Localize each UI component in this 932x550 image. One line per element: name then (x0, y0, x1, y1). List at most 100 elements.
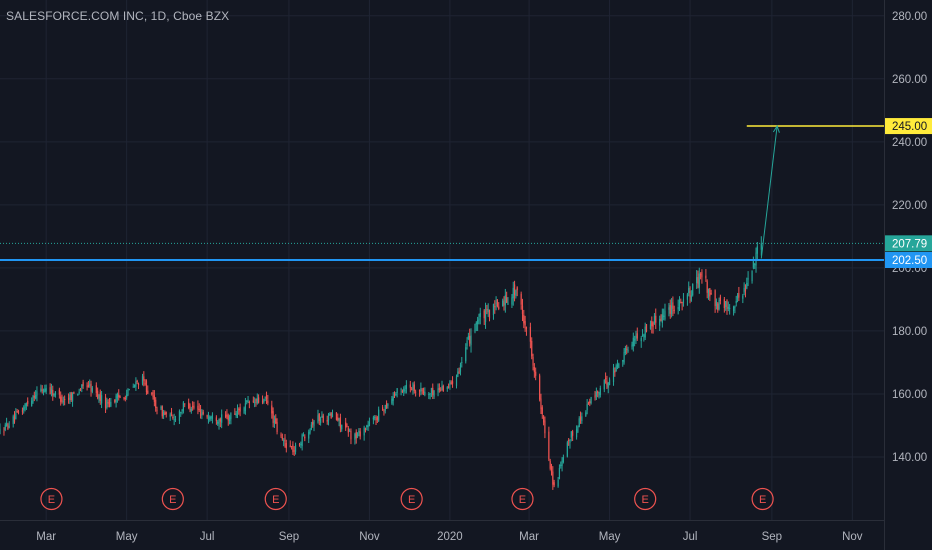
candle-body (49, 387, 51, 395)
candle-body (717, 303, 719, 311)
candle-body (345, 422, 347, 428)
candle-body (696, 277, 698, 284)
candle-body (429, 393, 431, 395)
candle-body (312, 421, 314, 425)
candle-body (756, 246, 758, 254)
candle-body (126, 394, 128, 398)
candle-body (227, 415, 229, 421)
candle-body (442, 385, 444, 392)
candle-body (337, 417, 339, 421)
candle-body (387, 403, 389, 407)
candle-body (548, 431, 550, 460)
candle-body (172, 417, 174, 419)
candle-body (225, 414, 227, 418)
candle-body (405, 384, 407, 390)
candle-body (446, 387, 448, 389)
candle-body (375, 418, 377, 420)
candle-body (461, 361, 463, 363)
candle-body (503, 302, 505, 306)
candle-body (219, 418, 221, 422)
candle-body (760, 243, 762, 250)
candle-body (71, 392, 74, 402)
candle-body (384, 404, 386, 411)
candle-body (358, 430, 360, 433)
y-tick-label: 260.00 (892, 74, 927, 86)
candle-body (616, 365, 619, 367)
candle-body (568, 440, 570, 442)
candle-body (634, 339, 636, 341)
candle-body (265, 395, 268, 400)
y-tick-label: 160.00 (892, 389, 927, 401)
candle-body (81, 384, 83, 388)
x-tick-label: May (599, 531, 621, 543)
candle-body (99, 392, 101, 401)
candle-body (438, 387, 440, 391)
candle-body (488, 309, 491, 319)
candle-body (729, 307, 731, 309)
candle-body (523, 314, 525, 324)
candle-body (310, 424, 312, 430)
candle-body (372, 417, 374, 420)
candle-body (308, 431, 310, 439)
candle-body (718, 300, 720, 310)
candle-body (192, 406, 194, 408)
candle-body (663, 315, 665, 318)
candle-body (590, 397, 592, 404)
candle-body (211, 414, 214, 419)
candle-body (455, 376, 458, 386)
candle-body (289, 445, 291, 447)
candle-body (152, 392, 154, 398)
candle-body (193, 405, 195, 409)
candle-body (45, 388, 47, 392)
candle-body (623, 352, 625, 363)
candle-body (672, 302, 674, 309)
candle-body (643, 335, 645, 337)
candle-body (174, 419, 177, 421)
candle-body (641, 334, 644, 337)
candle-body (682, 299, 685, 303)
candle-body (132, 386, 134, 388)
candle-body (42, 390, 45, 392)
candle-body (217, 421, 219, 424)
candle-body (341, 424, 343, 430)
candle-body (276, 422, 278, 432)
candle-body (594, 395, 596, 398)
x-tick-label: May (116, 531, 138, 543)
candle-body (356, 433, 359, 437)
y-tick-label: 280.00 (892, 11, 927, 23)
candle-body (44, 388, 46, 393)
earnings-marker-circle (400, 487, 423, 511)
candle-body (692, 283, 694, 296)
candle-body (681, 302, 683, 304)
candle-body (561, 460, 563, 467)
candle-body (706, 281, 708, 293)
candle-body (451, 381, 454, 384)
candle-body (715, 301, 718, 306)
candle-body (636, 333, 638, 339)
candle-body (108, 402, 111, 405)
candle-body (686, 294, 689, 300)
earnings-marker-label: E (48, 494, 55, 506)
candle-body (264, 396, 266, 398)
candle-body (677, 307, 679, 310)
candle-body (147, 390, 149, 394)
candle-body (496, 299, 499, 307)
candle-body (511, 297, 513, 305)
candle-body (533, 366, 535, 373)
candle-body (182, 402, 184, 412)
candle-body (498, 306, 500, 310)
candle-body (320, 418, 322, 423)
candle-body (95, 385, 97, 393)
candle-body (492, 304, 495, 316)
candle-body (670, 305, 673, 315)
candle-body (69, 394, 71, 400)
candle-body (680, 302, 682, 304)
candle-body (201, 413, 203, 415)
candle-body (673, 309, 675, 311)
candle-body (54, 391, 57, 396)
candle-body (710, 293, 712, 295)
candle-body (524, 320, 526, 326)
candle-body (726, 300, 728, 310)
